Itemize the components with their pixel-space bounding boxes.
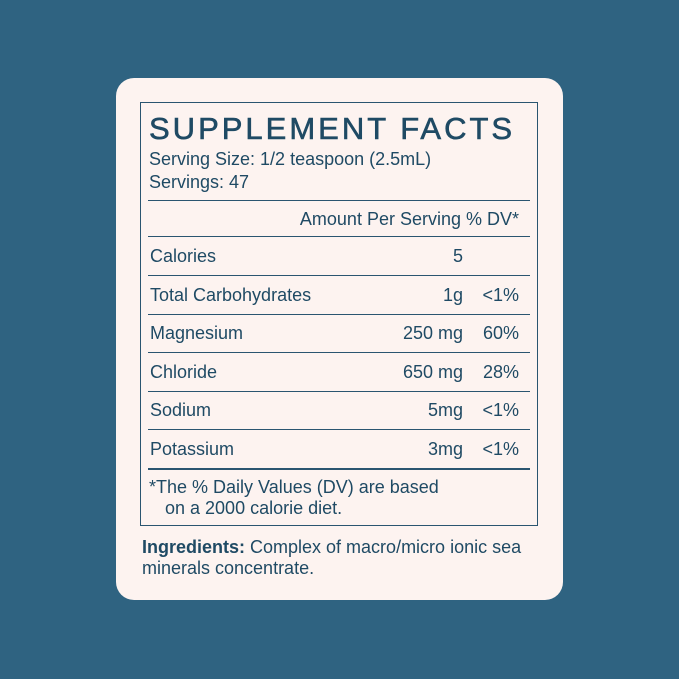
serving-size: Serving Size: 1/2 teaspoon (2.5mL) — [149, 149, 432, 169]
nutrient-dv: 28% — [482, 361, 519, 382]
nutrient-amount: 250 mg — [402, 323, 463, 344]
nutrient-amount: 5mg — [427, 400, 463, 421]
footnote-line-2: on a 2000 calorie diet. — [165, 498, 343, 518]
nutrient-dv: 60% — [482, 323, 519, 344]
divider — [148, 390, 530, 392]
supplement-facts-card: SUPPLEMENT FACTS Serving Size: 1/2 teasp… — [116, 78, 563, 600]
nutrient-amount: 1g — [442, 284, 463, 305]
nutrient-dv: <1% — [482, 284, 519, 305]
table-row: Chloride 650 mg 28% — [149, 353, 529, 391]
divider — [148, 429, 530, 431]
nutrient-name: Magnesium — [150, 323, 244, 344]
table-row: Magnesium 250 mg 60% — [149, 314, 529, 352]
table-row: Total Carbohydrates 1g <1% — [149, 276, 529, 314]
divider — [148, 313, 530, 315]
nutrient-amount: 650 mg — [402, 361, 463, 382]
nutrient-amount: 3mg — [427, 439, 463, 459]
table-row: Potassium 3mg <1% — [149, 430, 529, 468]
nutrient-amount: 5 — [452, 246, 463, 266]
table-row: Sodium 5mg <1% — [149, 391, 529, 429]
nutrient-name: Potassium — [150, 439, 235, 459]
divider — [148, 236, 530, 237]
ingredients-label: Ingredients: — [142, 537, 246, 557]
nutrient-name: Calories — [150, 246, 217, 266]
servings: Servings: 47 — [149, 172, 250, 192]
ingredients-text: Complex of macro/micro ionic sea mineral… — [142, 537, 522, 578]
divider — [148, 468, 530, 470]
nutrient-name: Chloride — [150, 361, 218, 382]
column-header: Amount Per Serving % DV* — [299, 209, 519, 229]
table-row: Calories 5 — [149, 237, 529, 275]
divider — [148, 275, 530, 276]
nutrient-name: Sodium — [150, 400, 212, 421]
divider — [148, 352, 530, 354]
facts-title: SUPPLEMENT FACTS — [149, 111, 516, 147]
facts-panel: SUPPLEMENT FACTS Serving Size: 1/2 teasp… — [140, 102, 538, 526]
divider — [148, 200, 530, 201]
footnote: *The % Daily Values (DV) are based on a 2… — [149, 477, 439, 519]
nutrient-dv: <1% — [482, 400, 519, 421]
ingredients: Ingredients: Complex of macro/micro ioni… — [142, 537, 542, 579]
nutrient-dv: <1% — [482, 439, 519, 459]
nutrient-name: Total Carbohydrates — [150, 284, 312, 305]
footnote-line-1: *The % Daily Values (DV) are based — [149, 477, 439, 497]
